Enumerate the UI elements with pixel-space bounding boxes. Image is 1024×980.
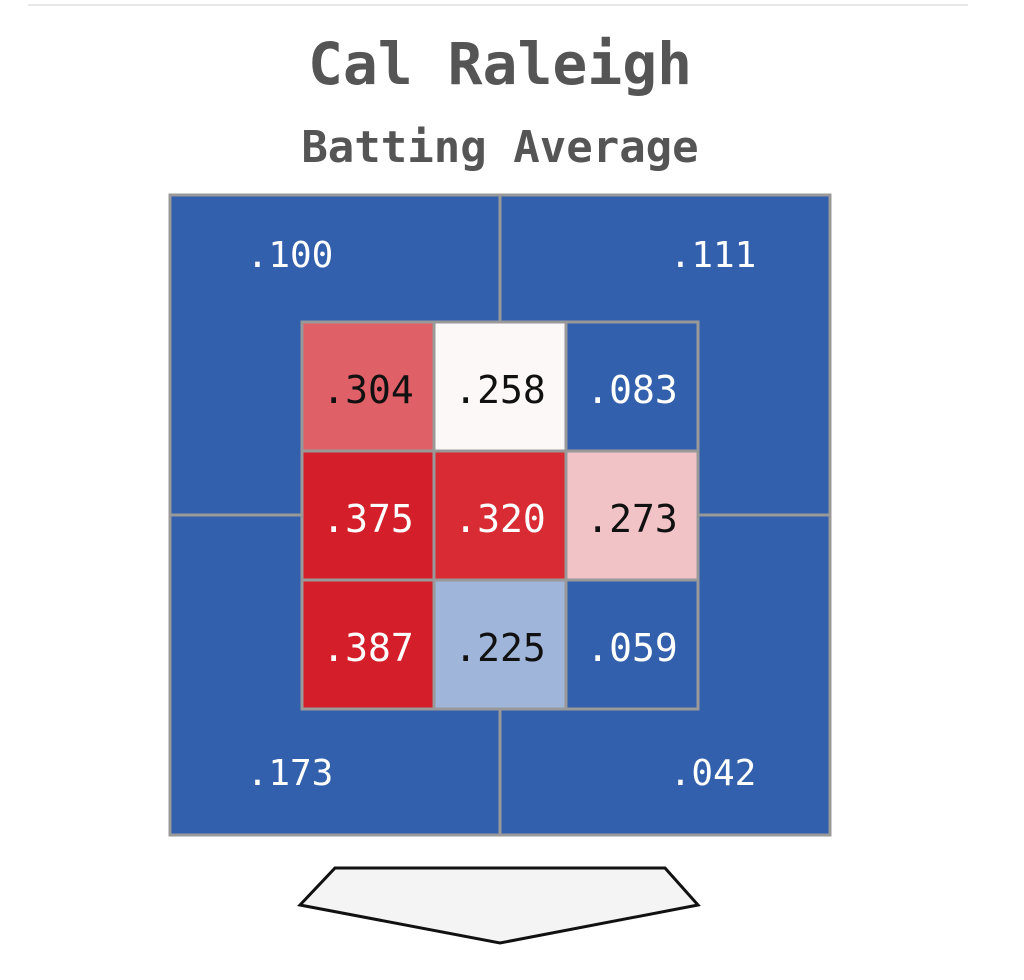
inner-zone (300, 578, 436, 711)
inner-zone (432, 449, 568, 582)
inner-zone (564, 320, 700, 453)
inner-zone-label: .083 (586, 368, 678, 412)
outer-zone-label: .042 (670, 753, 757, 794)
outer-zone-label: .111 (670, 235, 757, 276)
inner-zone-label: .225 (454, 626, 546, 670)
subtitle: Batting Average (301, 122, 698, 173)
zones: .100 .111 .173 .042 .304 .258 .083 .375 .320 .273… (168, 193, 832, 837)
inner-zone-label: .273 (586, 497, 678, 541)
inner-zone (432, 320, 568, 453)
inner-zone-label: .258 (454, 368, 546, 412)
home-plate (297, 866, 701, 945)
inner-zone-label: .320 (454, 497, 546, 541)
inner-zone-label: .375 (322, 497, 414, 541)
title: Cal Raleigh (308, 30, 692, 98)
inner-zone-label: .387 (322, 626, 414, 670)
inner-zone (564, 578, 700, 711)
inner-zone-label: .304 (322, 368, 414, 412)
outer-zone-label: .173 (247, 753, 334, 794)
inner-zone (564, 449, 700, 582)
outer-zone-label: .100 (247, 235, 334, 276)
inner-zone-label: .059 (586, 626, 678, 670)
